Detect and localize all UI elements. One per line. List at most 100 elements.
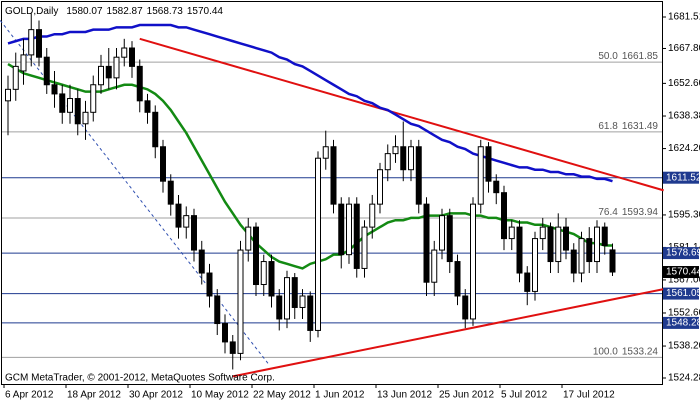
candle-body <box>260 261 267 286</box>
candle <box>346 197 352 264</box>
candle-body <box>570 249 577 274</box>
fibo-label: 50.0 1661.85 <box>598 51 658 62</box>
candle-body <box>98 65 104 86</box>
candle-body <box>578 238 585 274</box>
price-level-label: 1561.05 <box>666 288 700 299</box>
x-tick-label: 5 Jul 2012 <box>501 390 548 401</box>
candle-body <box>315 157 321 331</box>
candle-body <box>268 261 275 297</box>
candle <box>113 48 120 90</box>
candle <box>539 217 546 251</box>
candle <box>12 52 19 101</box>
y-tick-label: 1681.51 <box>668 12 700 23</box>
candle <box>129 41 135 78</box>
candle-body <box>377 169 383 205</box>
fibo-ratio: 61.8 <box>598 120 618 131</box>
candle <box>570 243 577 283</box>
candle-body <box>462 295 469 320</box>
candle <box>601 222 608 255</box>
candle-body <box>12 65 19 90</box>
candle <box>152 105 159 159</box>
current-price-box <box>663 266 699 279</box>
candle-body <box>28 29 35 56</box>
fibo-ratio: 50.0 <box>598 51 618 62</box>
candle-body <box>524 272 531 292</box>
candle <box>291 273 298 319</box>
candle <box>563 217 569 260</box>
x-tick-label: 30 Apr 2012 <box>129 390 183 401</box>
candle <box>477 139 484 214</box>
candle <box>144 93 151 124</box>
candle <box>175 194 182 239</box>
candle-body <box>113 56 120 79</box>
candle <box>191 208 197 262</box>
candle <box>43 48 50 94</box>
candle-body <box>160 146 166 182</box>
candle <box>167 174 174 216</box>
y-tick-label: 1538.20 <box>668 341 700 352</box>
price-level-box <box>663 316 699 329</box>
candle <box>454 254 461 306</box>
y-tick-label: 1595.30 <box>668 210 700 221</box>
y-tick-label: 1652.60 <box>668 78 700 89</box>
candle <box>237 240 244 361</box>
candle-body <box>299 295 306 308</box>
candle-body <box>563 226 569 251</box>
candle-body <box>222 323 228 343</box>
candle <box>415 139 422 214</box>
candle-body <box>555 226 562 263</box>
chart-header: GOLD,Daily 1580.07 1582.87 1568.73 1570.44 <box>5 6 223 17</box>
y-tick-label: 1638.38 <box>668 111 700 122</box>
header-open: 1580.07 <box>66 6 103 17</box>
candle-body <box>245 226 252 251</box>
candle-body <box>59 93 66 113</box>
candle <box>586 227 593 274</box>
candle-body <box>601 226 608 246</box>
candle <box>98 54 104 94</box>
candle <box>284 270 290 329</box>
candle <box>136 59 143 113</box>
candle <box>470 197 476 326</box>
candle <box>67 84 73 124</box>
candle-body <box>136 65 143 102</box>
candle-body <box>330 146 337 205</box>
fibo-value: 1631.49 <box>622 120 659 131</box>
candle-body <box>105 65 112 79</box>
candle <box>330 139 337 214</box>
candle <box>222 314 228 354</box>
price-level-box <box>663 247 699 260</box>
moving-average <box>7 23 613 183</box>
candle-body <box>36 29 42 58</box>
x-tick-label: 13 Jun 2012 <box>377 390 432 401</box>
candle <box>307 291 314 342</box>
y-tick-label: 1567.00 <box>668 275 700 286</box>
candle <box>160 139 166 193</box>
candle-body <box>237 249 244 354</box>
x-tick-label: 18 Apr 2012 <box>67 390 121 401</box>
candle-body <box>74 98 81 125</box>
fibo-label: 76.4 1593.94 <box>598 207 658 218</box>
fibo-value: 1593.94 <box>622 207 659 218</box>
x-tick-label: 25 Jun 2012 <box>439 390 494 401</box>
candle-body <box>129 47 135 67</box>
candle-body <box>253 226 259 286</box>
candle <box>353 197 360 278</box>
x-tick-label: 10 May 2012 <box>191 390 249 401</box>
candle <box>547 222 554 274</box>
candle <box>532 231 538 301</box>
candle-body <box>439 215 445 251</box>
candle <box>82 100 89 140</box>
candle-body <box>43 56 50 86</box>
candle-body <box>516 226 523 274</box>
candle-body <box>423 203 430 283</box>
candle <box>260 254 267 296</box>
candle-body <box>307 295 314 331</box>
candle-body <box>284 277 290 320</box>
candle <box>408 139 414 182</box>
candle-body <box>90 84 97 113</box>
candle <box>198 240 205 285</box>
price-level-label: 1548.28 <box>666 318 700 329</box>
candle-body <box>501 192 507 240</box>
candle <box>361 220 368 278</box>
candle-body <box>229 341 236 354</box>
